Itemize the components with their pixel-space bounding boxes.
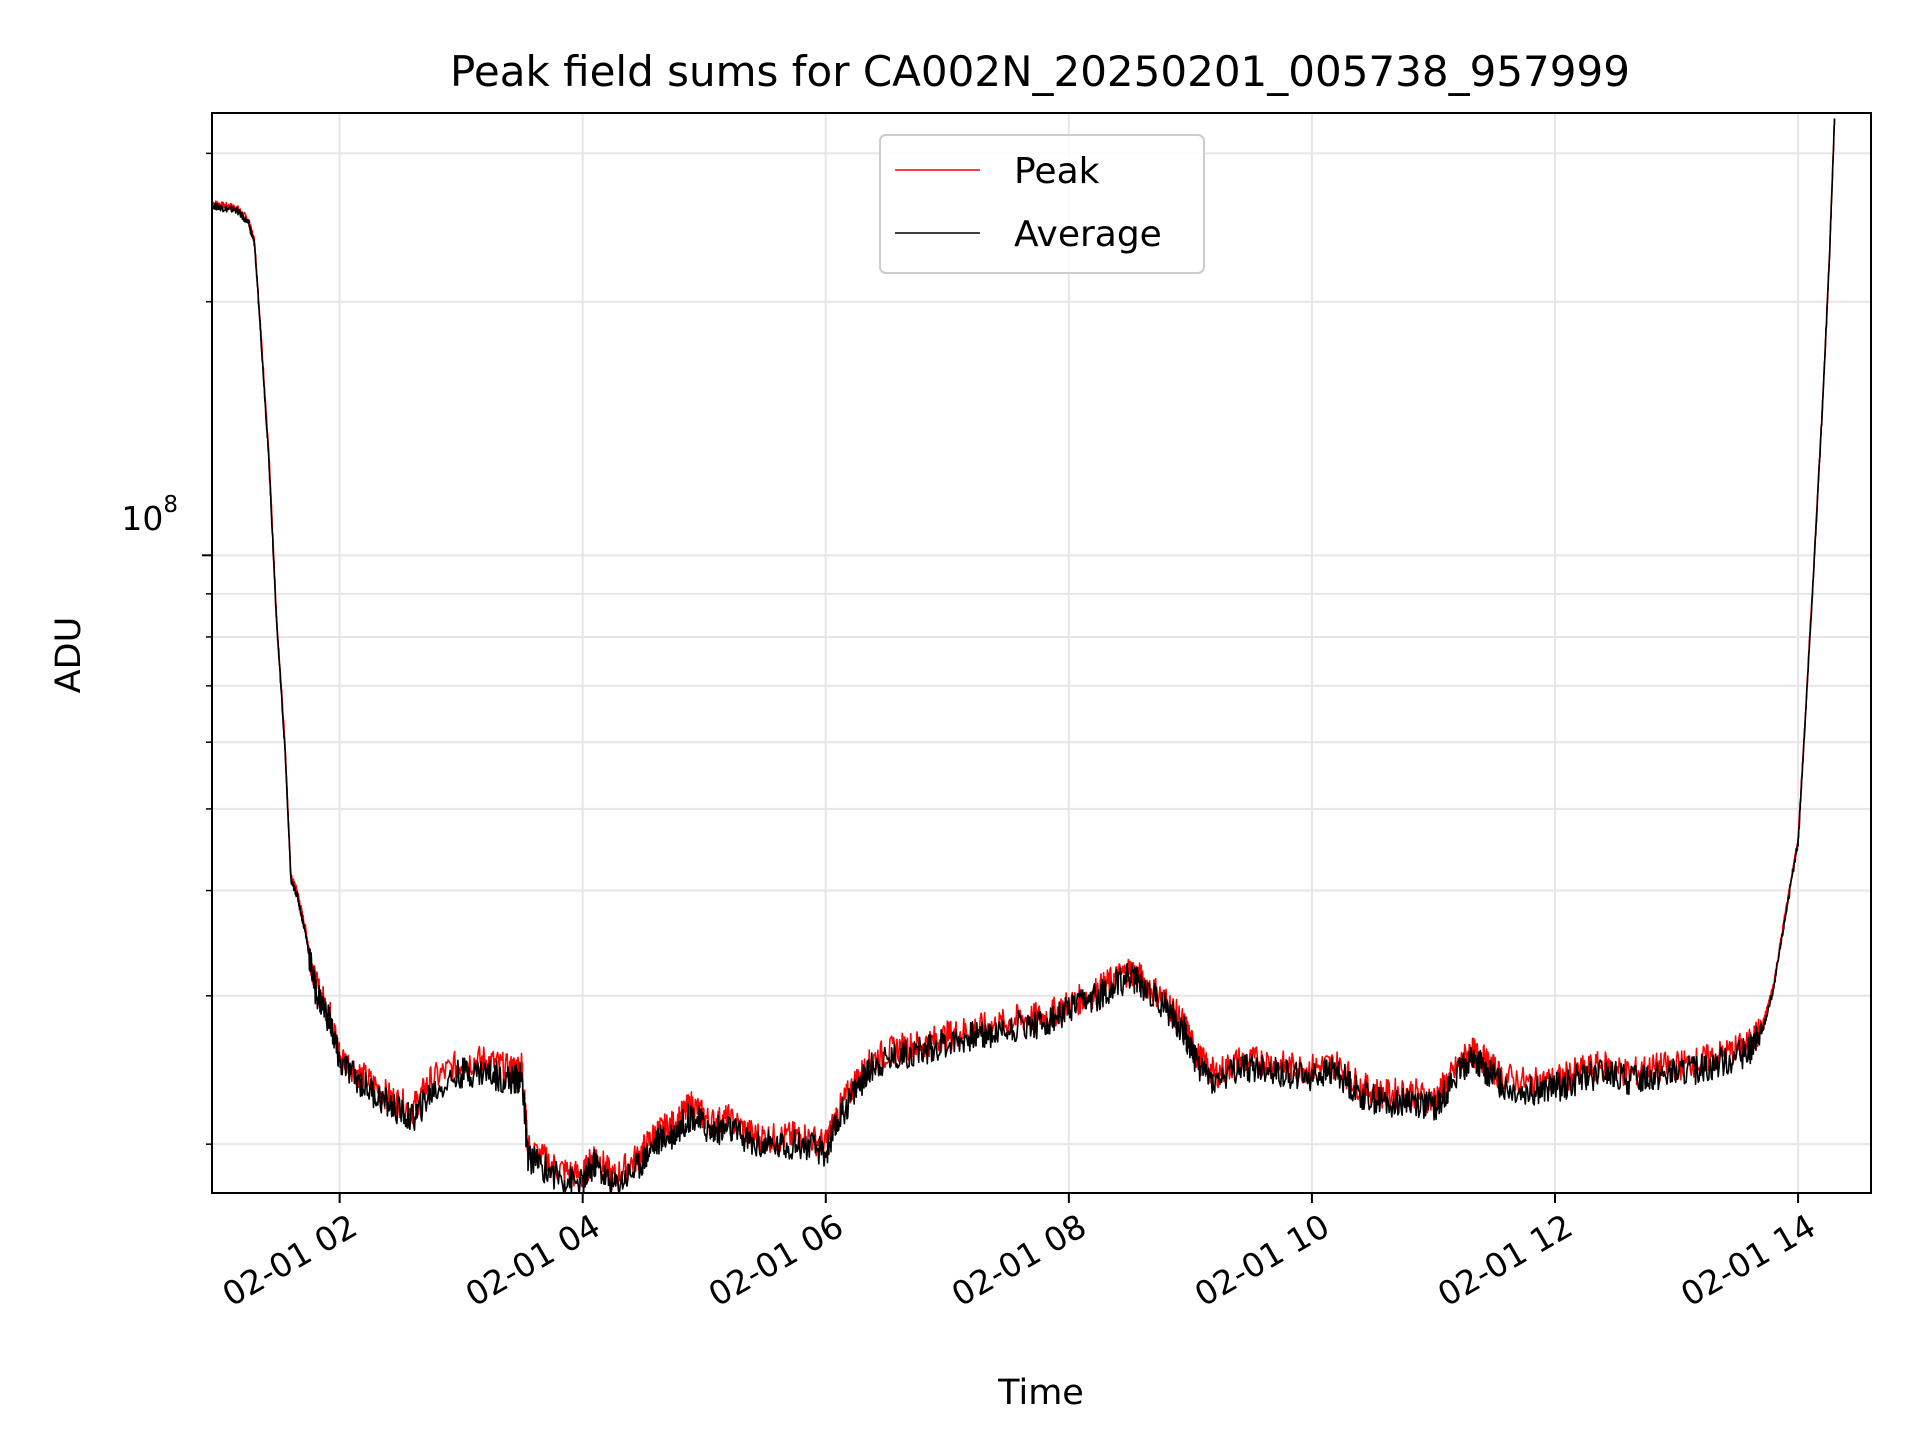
x-axis-title: Time	[997, 1373, 1084, 1413]
y-axis-title: ADU	[49, 617, 89, 694]
plot-frame	[211, 112, 1872, 1194]
series-line-average	[212, 118, 1836, 1193]
y-tick-exponent: 8	[163, 492, 178, 518]
legend: Peak Average	[879, 134, 1205, 274]
series-layer	[212, 118, 1836, 1193]
legend-label-peak: Peak	[1014, 151, 1100, 192]
y-axis	[202, 152, 212, 1145]
svg-text:108: 108	[121, 492, 178, 538]
y-tick-base: 10	[121, 499, 163, 538]
chart-title: Peak field sums for CA002N_20250201_0057…	[450, 47, 1630, 96]
legend-label-average: Average	[1014, 214, 1162, 255]
y-major-tick-label: 108	[121, 492, 178, 538]
